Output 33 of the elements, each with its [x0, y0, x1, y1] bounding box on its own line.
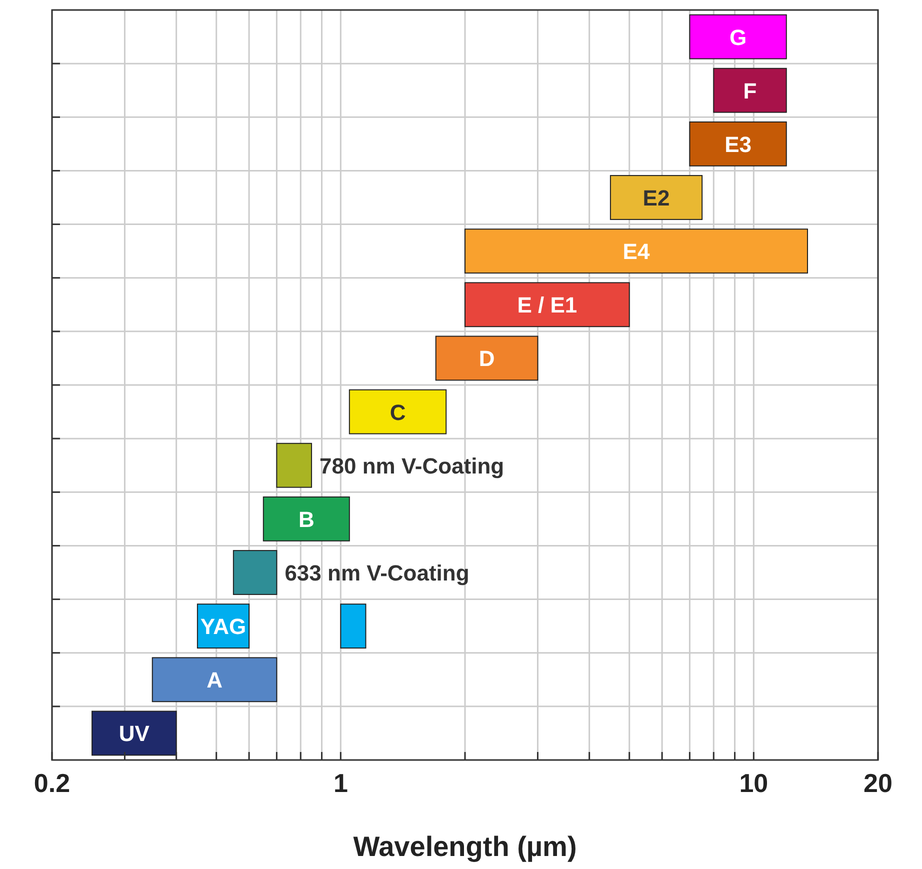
bar — [340, 604, 366, 649]
y-tick-label: E4 — [622, 239, 650, 264]
bar — [610, 175, 703, 220]
y-tick-label: B — [298, 506, 314, 532]
x-axis-title: Wavelength (µm) — [353, 831, 577, 862]
y-tick-label: C — [390, 400, 406, 425]
bar — [276, 442, 312, 488]
bar — [232, 550, 278, 595]
bar — [464, 228, 808, 274]
y-tick-label: E2 — [642, 186, 670, 210]
x-tick-label: 0.2 — [34, 768, 70, 798]
bar — [689, 14, 787, 60]
y-tick-label: YAG — [200, 614, 246, 640]
y-tick-label: 780 nm V-Coating — [320, 453, 504, 478]
x-tick-label: 10 — [739, 768, 768, 798]
y-tick-label: UV — [118, 721, 150, 746]
y-tick-label: D — [478, 346, 495, 372]
y-tick-label: A — [206, 668, 223, 693]
bar — [464, 282, 630, 328]
bar — [713, 68, 787, 113]
bar — [689, 121, 787, 166]
x-tick-label: 1 — [333, 768, 348, 798]
y-tick-label: F — [743, 78, 757, 104]
bar — [348, 389, 447, 434]
y-tick-label: 633 nm V-Coating — [284, 560, 470, 586]
bar — [92, 710, 177, 756]
bar — [152, 657, 278, 702]
bar — [262, 496, 350, 542]
y-tick-label: E3 — [724, 132, 752, 157]
y-tick-label: G — [729, 24, 747, 50]
y-tick-label: E / E1 — [517, 292, 578, 318]
x-tick-label: 20 — [864, 768, 892, 798]
bar — [435, 336, 538, 381]
